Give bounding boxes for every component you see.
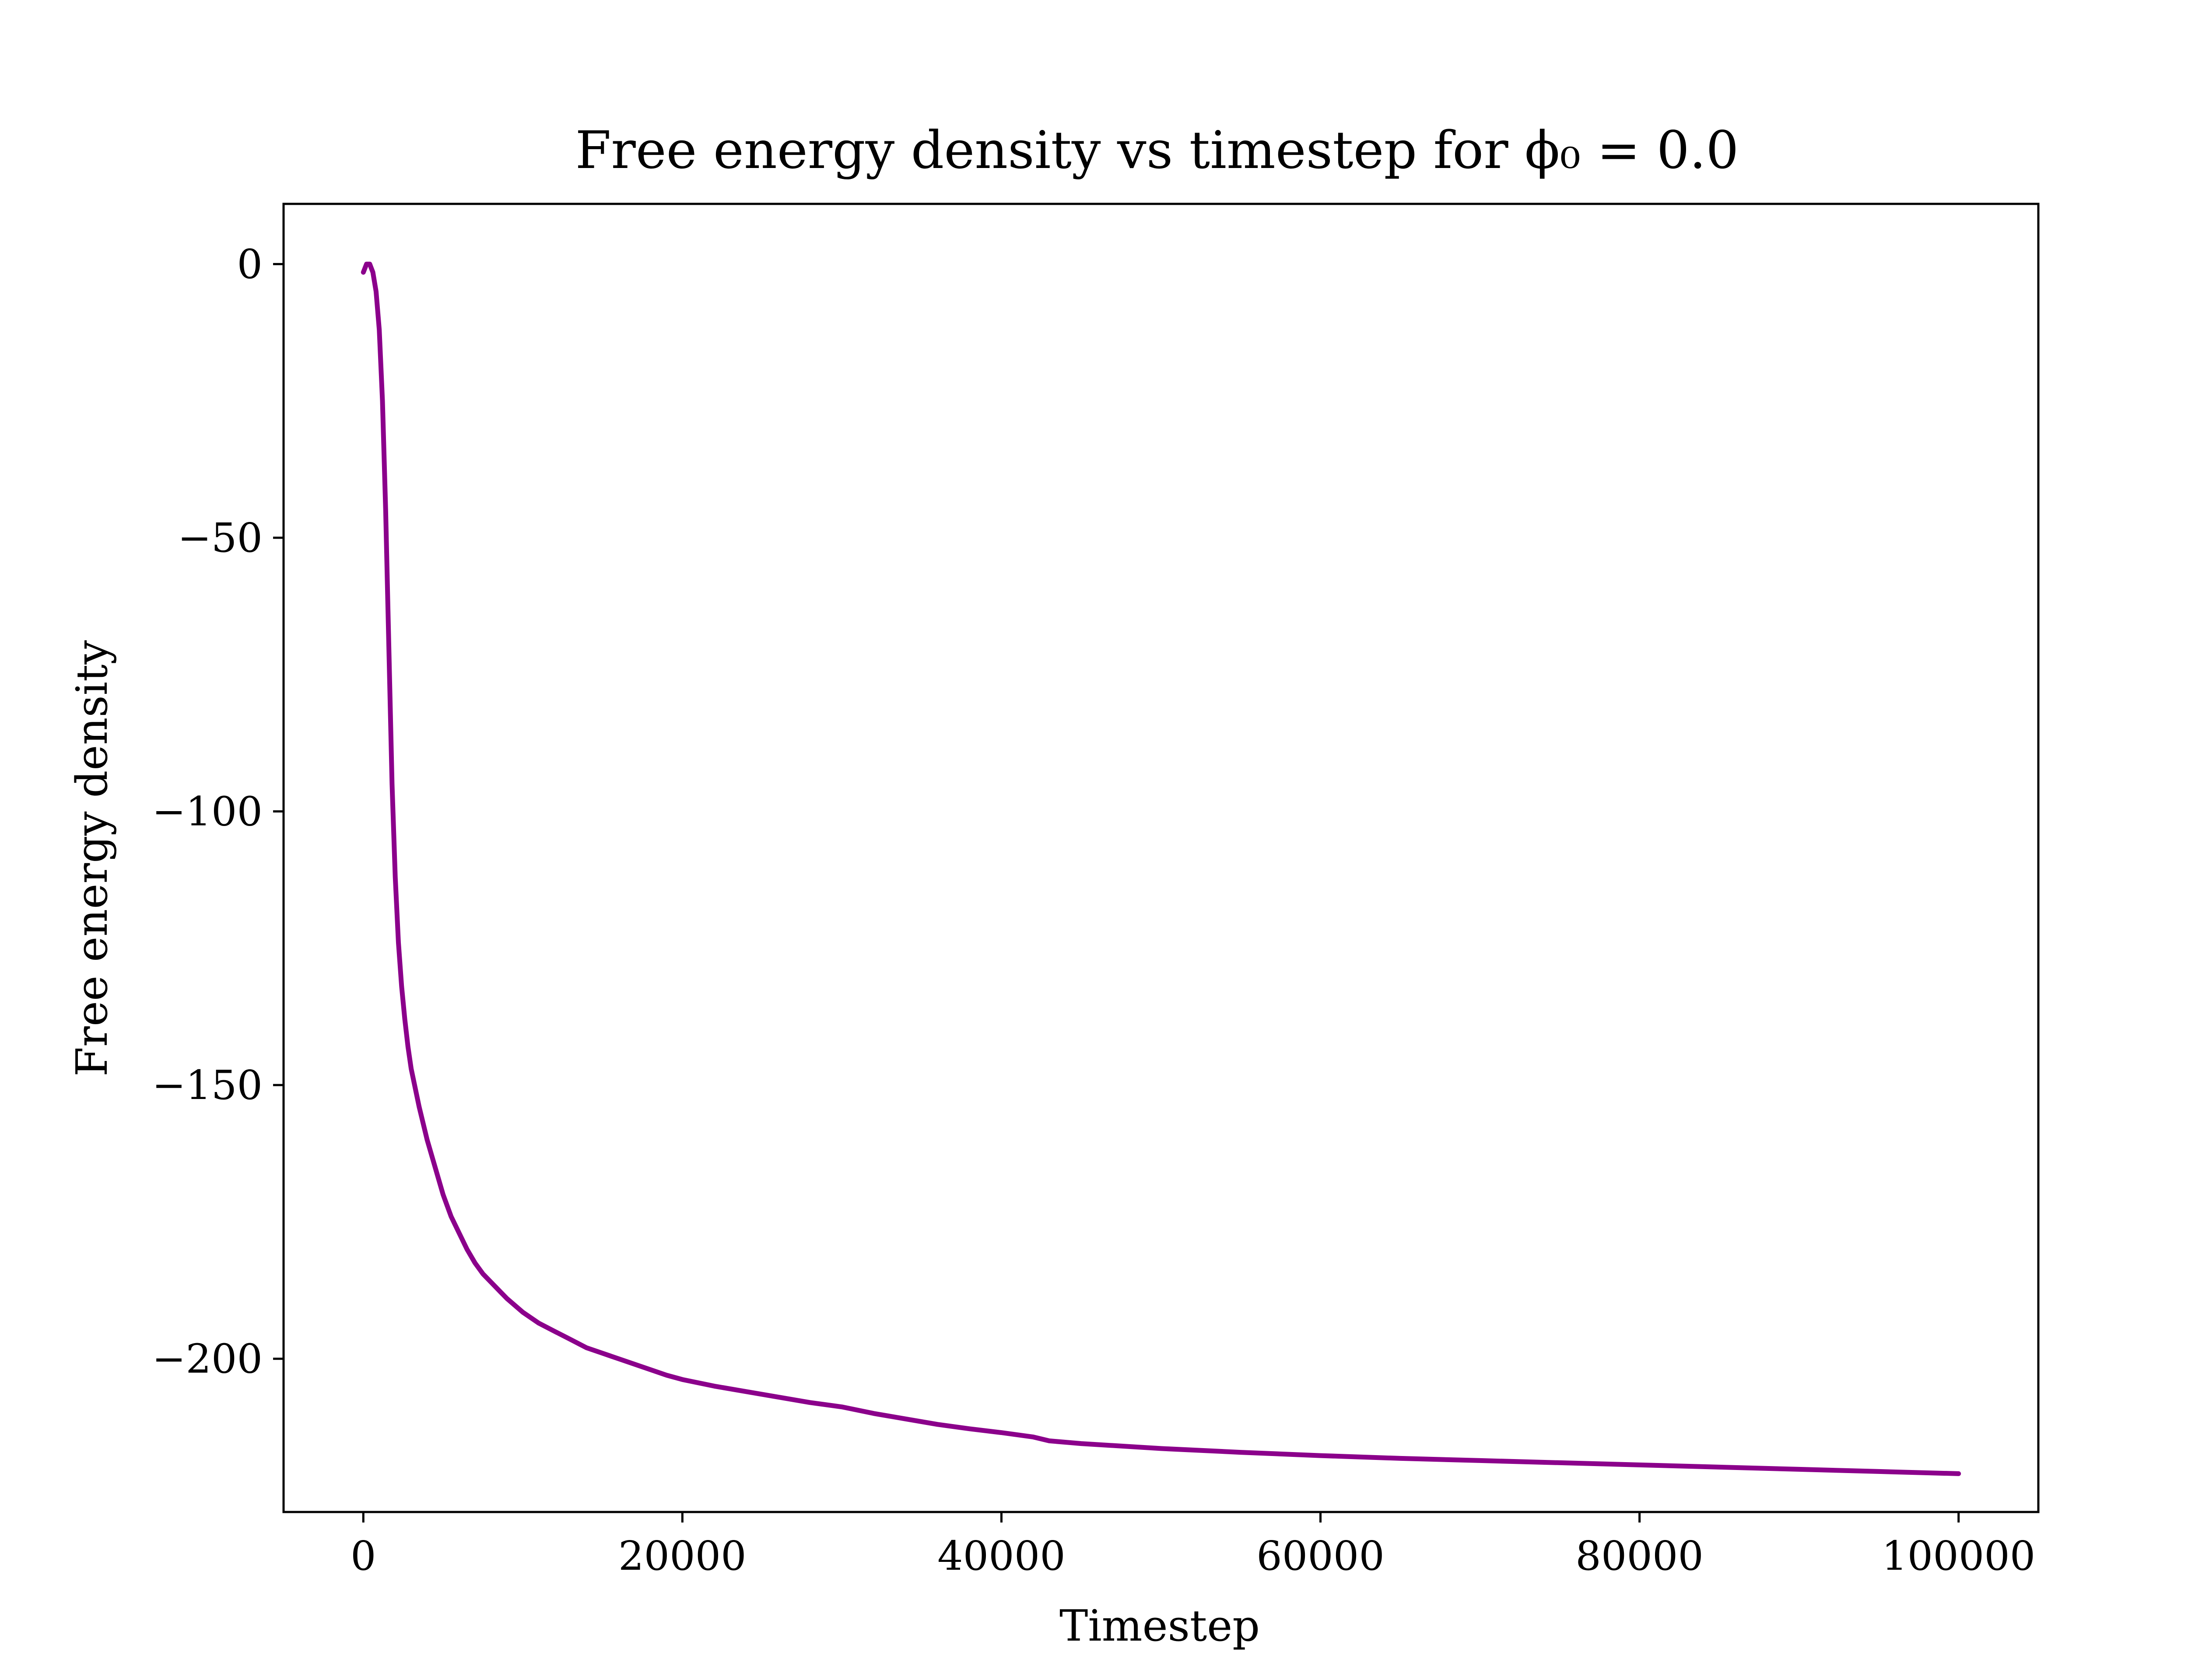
y-tick-label: 0 — [237, 241, 263, 288]
y-axis-ticks: 0 −50 −100 −150 −200 — [152, 241, 284, 1382]
plot-frame — [282, 203, 2040, 1513]
x-tick-label: 40000 — [937, 1533, 1066, 1579]
x-tick-label: 0 — [351, 1533, 376, 1579]
x-axis-ticks: 0 20000 40000 60000 80000 100000 — [351, 1512, 2035, 1579]
y-tick-label: −200 — [152, 1336, 263, 1382]
y-tick-label: −100 — [152, 788, 263, 835]
x-tick-label: 80000 — [1575, 1533, 1704, 1579]
free-energy-line — [361, 262, 1961, 1476]
x-tick-label: 60000 — [1256, 1533, 1385, 1579]
plot-area: 0 20000 40000 60000 80000 100000 0 −50 −100 −150… — [152, 203, 2040, 1579]
x-axis-label: Timestep — [1059, 1601, 1260, 1651]
y-tick-label: −150 — [152, 1062, 263, 1109]
y-axis-label: Free energy density — [67, 640, 117, 1077]
chart-title: Free energy density vs timestep for ϕ₀ =… — [575, 120, 1739, 180]
y-tick-label: −50 — [178, 514, 263, 561]
x-tick-label: 100000 — [1882, 1533, 2035, 1579]
x-tick-label: 20000 — [618, 1533, 747, 1579]
